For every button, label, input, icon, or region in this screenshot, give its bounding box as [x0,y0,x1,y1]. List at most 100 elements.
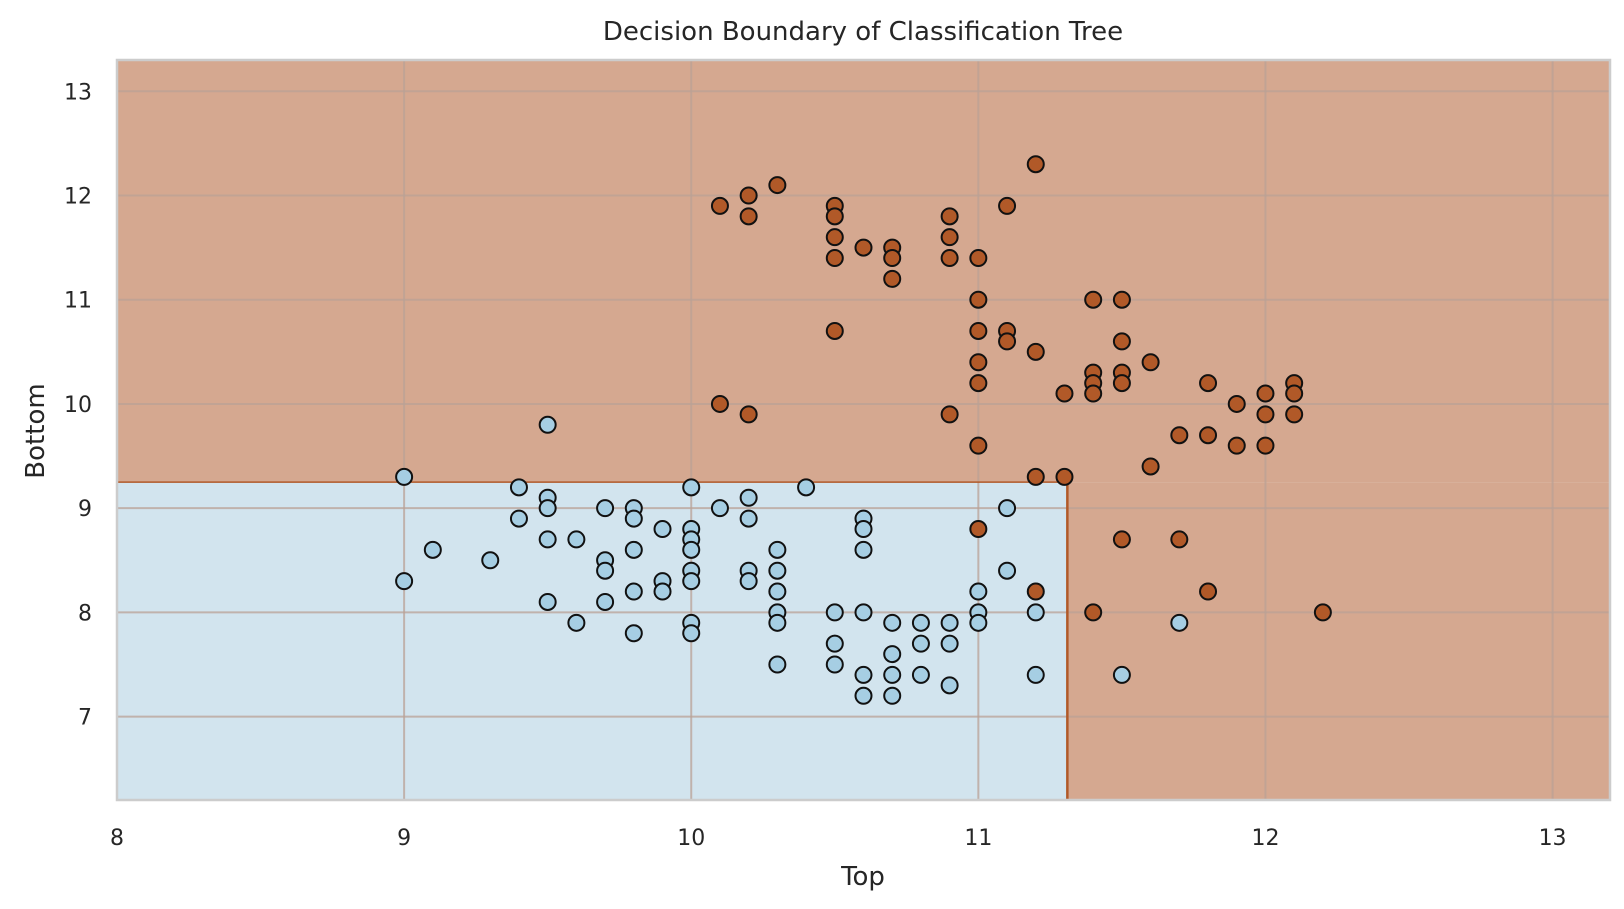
data-point-class-0 [1170,613,1189,632]
data-point-class-0 [682,624,701,643]
data-point-class-0 [911,613,930,632]
data-point-class-0 [911,634,930,653]
data-point-class-0 [940,676,959,695]
data-point-class-1 [768,176,787,195]
data-point-class-1 [1285,384,1304,403]
data-point-class-1 [1112,530,1131,549]
data-point-class-1 [969,290,988,309]
data-point-class-1 [1112,374,1131,393]
data-point-class-1 [1112,290,1131,309]
decision-region-class-0-0 [117,482,1068,800]
data-point-class-1 [710,394,729,413]
data-point-class-0 [739,572,758,591]
data-point-class-0 [768,582,787,601]
data-point-class-1 [825,249,844,268]
data-point-class-1 [1084,290,1103,309]
x-tick-label: 10 [677,826,705,851]
data-point-class-0 [768,655,787,674]
data-point-class-1 [1084,384,1103,403]
data-point-class-0 [395,572,414,591]
data-point-class-1 [940,228,959,247]
data-point-class-0 [567,613,586,632]
data-point-class-1 [883,269,902,288]
data-point-class-0 [911,665,930,684]
data-point-class-1 [1227,436,1246,455]
data-point-class-0 [395,467,414,486]
data-point-class-1 [1199,374,1218,393]
data-point-class-0 [998,561,1017,580]
data-point-class-1 [1285,405,1304,424]
data-point-class-1 [1256,384,1275,403]
data-point-class-0 [825,655,844,674]
data-point-class-1 [1256,405,1275,424]
decision-region-class-1-1 [117,60,1610,483]
data-points [395,155,1332,705]
data-point-class-1 [825,228,844,247]
data-point-class-1 [1084,603,1103,622]
data-point-class-0 [768,540,787,559]
data-point-class-0 [1026,603,1045,622]
data-point-class-0 [940,634,959,653]
plot-frame [115,58,1612,802]
data-point-class-1 [969,321,988,340]
data-point-class-0 [825,634,844,653]
data-point-class-1 [1026,155,1045,174]
data-point-class-1 [1256,436,1275,455]
data-point-class-1 [969,520,988,539]
data-point-class-0 [969,582,988,601]
data-point-class-0 [538,530,557,549]
y-tick-label: 10 [64,393,92,418]
data-point-class-0 [1112,665,1131,684]
data-point-class-0 [1026,665,1045,684]
x-tick-label: 13 [1539,826,1567,851]
data-point-class-1 [969,353,988,372]
x-axis-label: Top [840,862,885,892]
data-point-class-1 [739,405,758,424]
data-point-class-0 [653,582,672,601]
data-point-class-1 [1112,332,1131,351]
decision-region-class-1-2 [1067,482,1610,800]
data-point-class-0 [969,613,988,632]
data-point-class-0 [854,665,873,684]
x-tick-label: 9 [397,826,411,851]
y-axis-label: Bottom [21,383,51,478]
data-point-class-0 [624,509,643,528]
data-point-class-1 [1227,394,1246,413]
y-tick-label: 13 [64,80,92,105]
data-point-class-1 [825,207,844,226]
decision-boundary-lines [117,481,1069,800]
x-tick-label: 11 [964,826,992,851]
data-point-class-1 [825,321,844,340]
data-point-class-1 [998,196,1017,215]
data-point-class-0 [797,478,816,497]
data-point-class-1 [739,207,758,226]
data-point-class-1 [1199,582,1218,601]
data-point-class-1 [969,436,988,455]
data-point-class-0 [998,499,1017,518]
data-point-class-1 [1141,353,1160,372]
data-point-class-0 [596,561,615,580]
data-point-class-1 [1199,426,1218,445]
data-point-class-1 [1026,467,1045,486]
data-point-class-1 [710,196,729,215]
data-point-class-0 [682,540,701,559]
data-point-class-1 [1026,582,1045,601]
data-point-class-1 [998,332,1017,351]
data-point-class-1 [940,405,959,424]
data-point-class-0 [739,488,758,507]
data-point-class-0 [481,551,500,570]
data-point-class-0 [596,499,615,518]
data-point-class-0 [624,624,643,643]
data-point-class-0 [567,530,586,549]
data-point-class-0 [509,478,528,497]
data-point-class-0 [710,499,729,518]
data-point-class-0 [940,613,959,632]
data-point-class-0 [538,499,557,518]
data-point-class-0 [883,665,902,684]
data-point-class-0 [682,478,701,497]
data-point-class-0 [682,572,701,591]
y-tick-label: 12 [64,184,92,209]
data-point-class-1 [854,238,873,257]
y-tick-labels: 7 8 9 10 11 12 13 [64,80,92,730]
